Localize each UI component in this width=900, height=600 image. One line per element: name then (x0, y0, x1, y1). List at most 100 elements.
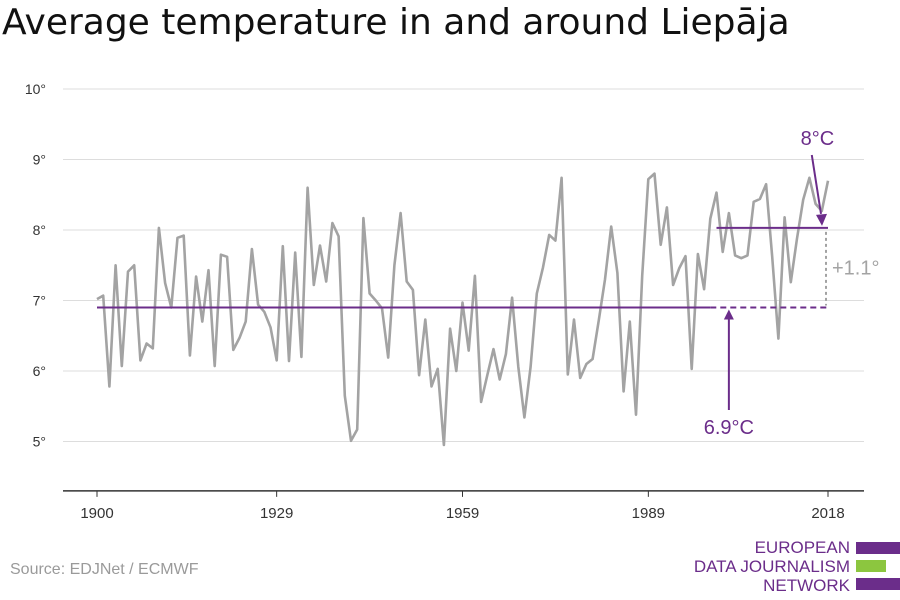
data-point (777, 337, 779, 339)
series-layer (96, 172, 830, 447)
data-point (275, 359, 277, 361)
data-point (808, 177, 810, 179)
y-tick-label: 9° (33, 152, 46, 168)
data-point (660, 244, 662, 246)
data-point (214, 365, 216, 367)
data-point (715, 191, 717, 193)
data-point (220, 253, 222, 255)
x-tick-label: 1900 (80, 505, 113, 522)
x-axis: 1900 1929 1959 1989 2018 (63, 490, 864, 522)
logo-bar-purple-bottom (856, 578, 900, 590)
data-point (635, 414, 637, 416)
source-note: Source: EDJNet / ECMWF (10, 561, 199, 578)
data-point (641, 275, 643, 277)
data-point (579, 377, 581, 379)
data-point (418, 374, 420, 376)
data-point (598, 319, 600, 321)
data-point (511, 296, 513, 298)
data-point (114, 264, 116, 266)
data-point (678, 267, 680, 269)
logo-bar-green (856, 560, 886, 572)
data-point (573, 318, 575, 320)
logo-text-line-1: EUROPEAN (754, 538, 850, 557)
logo-bar-purple-top (856, 542, 900, 554)
data-point (734, 254, 736, 256)
data-point (207, 269, 209, 271)
data-point (145, 342, 147, 344)
data-point (554, 239, 556, 241)
data-point (529, 366, 531, 368)
recent-arrow-head (816, 213, 827, 226)
data-point (480, 401, 482, 403)
data-point (294, 251, 296, 253)
data-point (300, 356, 302, 358)
data-point (344, 394, 346, 396)
data-point (406, 280, 408, 282)
recent-arrow-shaft (810, 154, 822, 215)
baseline-arrow-head (723, 309, 734, 320)
data-point (387, 356, 389, 358)
data-point (443, 444, 445, 446)
data-point (610, 225, 612, 227)
data-point (790, 281, 792, 283)
x-tick-label: 1989 (632, 505, 665, 522)
data-point (604, 278, 606, 280)
temperature-chart: 5° 6° 7° 8° 9° 10° 6.9°C 8°C +1.1° 1900 1929 1959… (25, 81, 880, 522)
data-point (684, 255, 686, 257)
data-point (313, 284, 315, 286)
grid-lines (63, 88, 864, 442)
data-point (449, 328, 451, 330)
data-point (653, 172, 655, 174)
y-tick-label: 7° (33, 293, 46, 309)
data-point (783, 216, 785, 218)
data-point (505, 353, 507, 355)
data-point (567, 373, 569, 375)
data-point (257, 304, 259, 306)
data-point (647, 178, 649, 180)
data-point (164, 282, 166, 284)
data-point (746, 254, 748, 256)
data-point (548, 234, 550, 236)
temperature-series-line (96, 172, 830, 447)
data-point (108, 385, 110, 387)
data-point (282, 245, 284, 247)
data-point (102, 294, 104, 296)
x-tick-label: 1929 (260, 505, 293, 522)
data-point (498, 378, 500, 380)
data-point (238, 337, 240, 339)
data-point (517, 366, 519, 368)
data-point (591, 358, 593, 360)
data-point (771, 256, 773, 258)
data-point (486, 374, 488, 376)
difference-label: +1.1° (832, 258, 879, 280)
data-point (269, 326, 271, 328)
data-point (796, 237, 798, 239)
data-point (759, 198, 761, 200)
data-point (814, 203, 816, 205)
y-tick-label: 6° (33, 363, 46, 379)
data-point (802, 198, 804, 200)
data-point (399, 212, 401, 214)
data-point (263, 311, 265, 313)
data-point (319, 244, 321, 246)
data-point (672, 284, 674, 286)
data-point (492, 348, 494, 350)
chart-title: Average temperature in and around Liepāj… (2, 2, 790, 43)
data-point (461, 301, 463, 303)
data-point (96, 298, 98, 300)
data-point (542, 266, 544, 268)
data-point (827, 179, 829, 181)
data-point (306, 187, 308, 189)
x-tick-label: 1959 (446, 505, 479, 522)
data-point (356, 428, 358, 430)
data-point (709, 218, 711, 220)
data-point (629, 320, 631, 322)
data-point (740, 257, 742, 259)
y-tick-label: 10° (25, 81, 46, 97)
y-tick-label: 8° (33, 222, 46, 238)
data-point (362, 217, 364, 219)
data-point (560, 177, 562, 179)
logo-text-line-2: DATA JOURNALISM (693, 557, 850, 576)
data-point (337, 235, 339, 237)
data-point (703, 288, 705, 290)
